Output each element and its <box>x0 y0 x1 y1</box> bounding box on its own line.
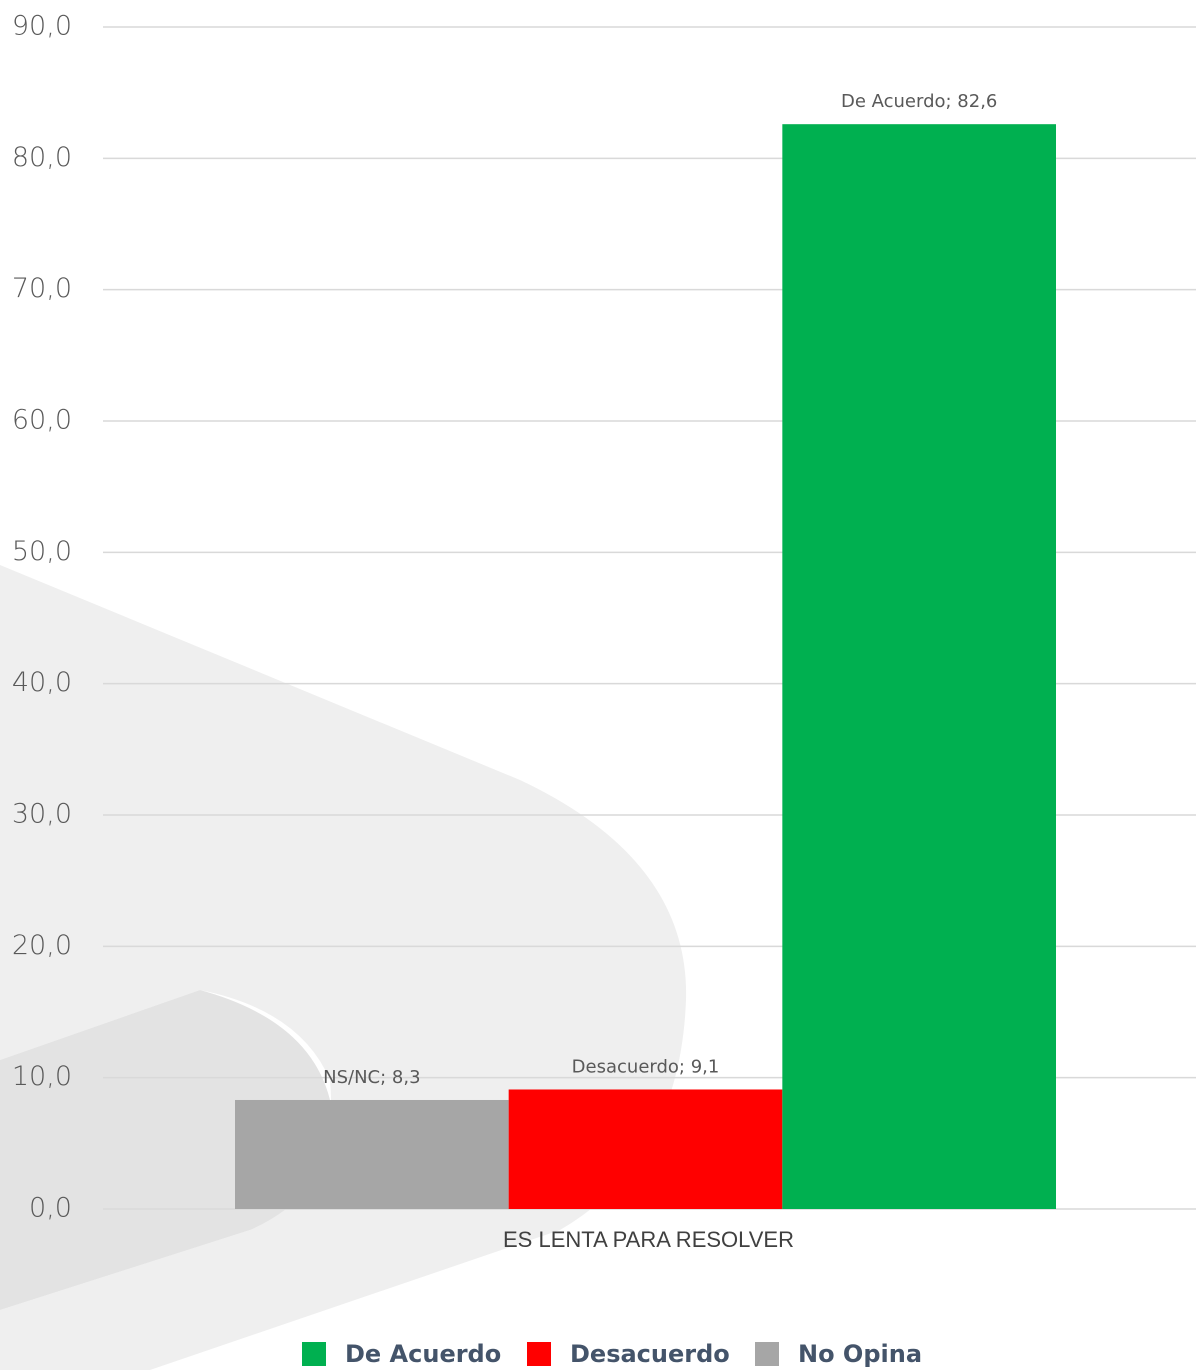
y-tick-label: 0,0 <box>29 1193 72 1224</box>
bar <box>235 1099 509 1209</box>
legend-label: Desacuerdo <box>570 1340 730 1368</box>
background-swoosh-dark <box>0 990 331 1310</box>
y-tick-label: 90,0 <box>12 11 72 42</box>
y-tick-label: 30,0 <box>12 799 72 830</box>
legend-swatch <box>527 1342 551 1366</box>
data-label: NS/NC; 8,3 <box>323 1067 420 1088</box>
legend-label: De Acuerdo <box>345 1340 501 1368</box>
y-tick-label: 60,0 <box>12 405 72 436</box>
y-tick-label: 40,0 <box>12 667 72 698</box>
y-tick-label: 50,0 <box>12 536 72 567</box>
y-tick-label: 20,0 <box>12 930 72 961</box>
legend-label: No Opina <box>798 1340 922 1368</box>
legend-swatch <box>302 1342 326 1366</box>
legend-swatch <box>755 1342 779 1366</box>
y-tick-label: 70,0 <box>12 273 72 304</box>
data-label: Desacuerdo; 9,1 <box>572 1056 720 1077</box>
bar <box>508 1089 783 1209</box>
x-tick-label: ES LENTA PARA RESOLVER <box>503 1227 794 1252</box>
bar <box>782 124 1056 1210</box>
data-label: De Acuerdo; 82,6 <box>841 91 997 112</box>
y-tick-label: 80,0 <box>12 142 72 173</box>
y-tick-label: 10,0 <box>12 1061 72 1092</box>
